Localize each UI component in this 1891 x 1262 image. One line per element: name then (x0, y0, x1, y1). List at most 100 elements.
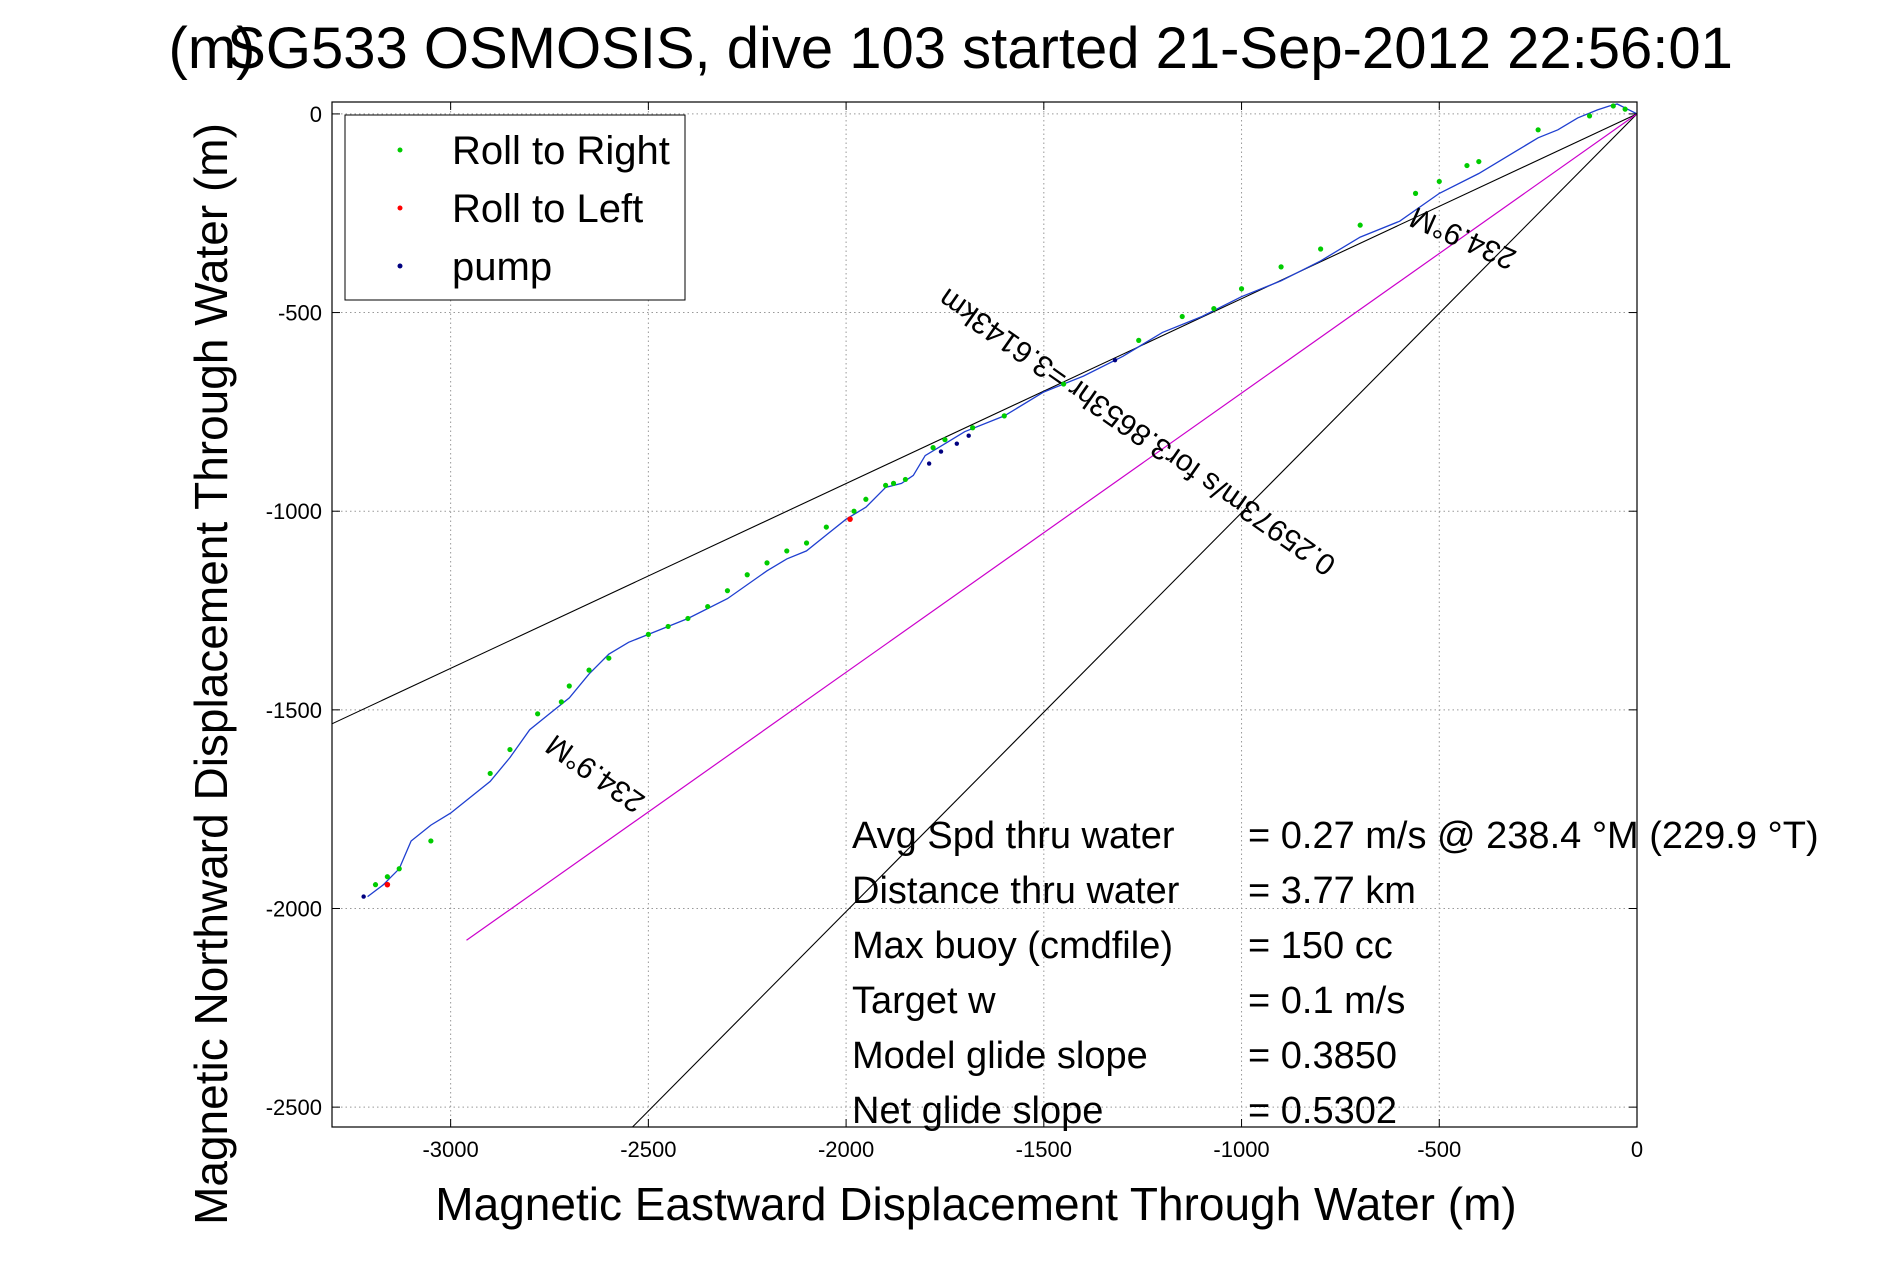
roll-right-point (764, 560, 770, 566)
roll-right-point (744, 572, 750, 578)
roll-right-point (1179, 313, 1185, 320)
roll-right-point (942, 437, 948, 443)
plot-area (332, 103, 1637, 1127)
roll-right-point (685, 615, 691, 622)
roll-left-point (847, 516, 853, 522)
x-tick-label: -2500 (620, 1137, 676, 1162)
stat-label: Distance thru water (852, 870, 1180, 912)
stat-label: Avg Spd thru water (852, 815, 1175, 857)
roll-right-point (1357, 222, 1363, 228)
roll-right-point (558, 699, 564, 705)
legend-label: Roll to Right (452, 129, 670, 173)
pump-point (966, 433, 971, 438)
roll-left-point (384, 881, 391, 888)
x-tick-label: -1000 (1213, 1137, 1269, 1162)
reference-line (332, 113, 1637, 725)
roll-right-point (1476, 158, 1482, 165)
roll-right-point (384, 874, 390, 880)
roll-right-point (1535, 127, 1541, 133)
roll-right-point (784, 548, 790, 554)
ticks: -3000 -2500 -2000 -1500 -1000 -500 0 0 -500 -1000… (266, 102, 1643, 1162)
roll-right-point (566, 683, 572, 689)
y-tick-label: -1500 (266, 698, 322, 723)
pump-point (926, 461, 932, 466)
roll-right-point (1412, 190, 1419, 196)
roll-right-point (535, 711, 541, 717)
roll-right-point (1136, 337, 1142, 343)
roll-right-point (1464, 162, 1470, 169)
roll-right-point (606, 655, 612, 661)
roll-right-point (1001, 413, 1007, 419)
stat-value: = 0.3850 (1248, 1035, 1397, 1077)
ylabel-overlap: (m) (169, 16, 256, 81)
roll-right-point (428, 838, 434, 844)
axes-box (331, 101, 1638, 1128)
roll-right-point (1278, 264, 1284, 270)
roll-right-point (1610, 103, 1616, 109)
stat-label: Target w (852, 980, 996, 1022)
x-tick-label: -1500 (1016, 1137, 1072, 1162)
x-tick-label: -500 (1417, 1137, 1461, 1162)
y-axis-label: Magnetic Northward Displacement Through … (185, 123, 237, 1225)
roll-right-point (1586, 113, 1593, 119)
roll-right-point (586, 667, 592, 673)
pump-point (938, 449, 944, 454)
roll-right-point (890, 480, 897, 486)
roll-right-point (930, 445, 936, 451)
current-line (466, 113, 1637, 941)
x-tick-label: -2000 (818, 1137, 874, 1162)
roll-right-point (863, 496, 869, 502)
roll-right-point (883, 482, 889, 488)
roll-right-point (645, 631, 651, 637)
roll-right-point (705, 603, 711, 610)
legend-label: pump (452, 245, 552, 289)
stat-value: = 150 cc (1248, 925, 1393, 967)
reference-line (632, 113, 1637, 1127)
pump-point (361, 894, 366, 899)
legend-marker (397, 205, 403, 211)
stat-value: = 0.5302 (1248, 1090, 1397, 1132)
stat-label: Model glide slope (852, 1035, 1148, 1077)
roll-right-point (372, 882, 379, 888)
roll-right-point (902, 476, 909, 483)
roll-right-point (1622, 106, 1628, 112)
roll-right-point (487, 770, 493, 777)
legend: Roll to Right Roll to Left pump (344, 114, 686, 301)
roll-right-point (823, 524, 829, 530)
stat-label: Net glide slope (852, 1090, 1103, 1132)
roll-right-point (803, 540, 810, 546)
legend-marker (397, 263, 403, 269)
roll-right-point (1318, 246, 1324, 252)
pump-point (954, 441, 960, 446)
y-tick-label: 0 (310, 102, 322, 127)
stat-value: = 0.1 m/s (1248, 980, 1405, 1022)
roll-right-point (507, 746, 513, 753)
roll-right-point (1060, 381, 1067, 387)
roll-right-point (1436, 178, 1442, 185)
legend-label: Roll to Left (452, 187, 643, 231)
x-tick-label: -3000 (422, 1137, 478, 1162)
roll-right-point (665, 623, 671, 630)
legend-marker (397, 147, 403, 153)
x-axis-label: Magnetic Eastward Displacement Through W… (435, 1178, 1516, 1230)
chart-title: SG533 OSMOSIS, dive 103 started 21-Sep-2… (227, 16, 1733, 81)
roll-right-point (724, 588, 731, 594)
x-tick-label: 0 (1631, 1137, 1643, 1162)
y-tick-label: -500 (278, 301, 322, 326)
stat-value: = 3.77 km (1248, 870, 1416, 912)
roll-right-point (1211, 305, 1217, 312)
stat-label: Max buoy (cmdfile) (852, 925, 1173, 967)
stats-table: Avg Spd thru water = 0.27 m/s @ 238.4 °M … (852, 815, 1819, 1132)
roll-right-point (970, 425, 976, 431)
pump-point (1112, 358, 1118, 363)
roll-right-point (396, 866, 402, 872)
stat-value: = 0.27 m/s @ 238.4 °M (229.9 °T) (1248, 815, 1819, 857)
roll-right-point (1238, 286, 1245, 292)
y-tick-label: -2500 (266, 1095, 322, 1120)
y-tick-label: -1000 (266, 499, 322, 524)
track-line (367, 103, 1637, 898)
roll-right-point (851, 508, 857, 514)
grid (332, 102, 1638, 1127)
